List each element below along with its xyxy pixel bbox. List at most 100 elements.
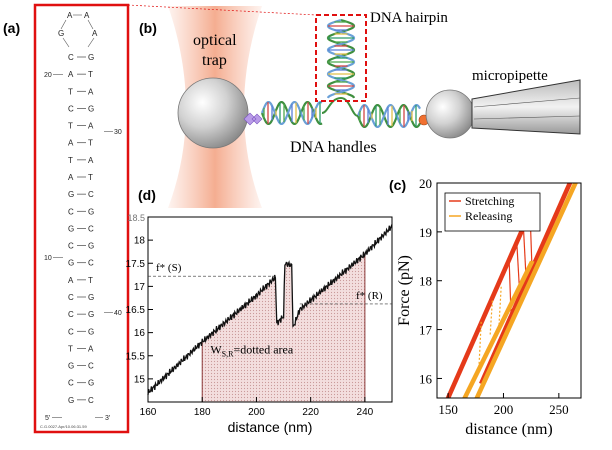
index-20: 20 — [44, 72, 52, 79]
y-axis-label: Force (pN) — [396, 255, 413, 326]
stem-base-left: C — [68, 53, 74, 62]
panel-label-d: (d) — [138, 187, 156, 203]
y-tick-label: 18 — [419, 274, 432, 289]
dna-backbone — [326, 18, 356, 99]
stem-base-right: A — [88, 344, 94, 353]
force-trace-line — [147, 224, 393, 395]
stem-base-left: G — [68, 259, 74, 268]
micropipette-label: micropipette — [472, 68, 548, 84]
y-tick-label: 19 — [419, 225, 432, 240]
optical-trap-label: optical — [193, 32, 237, 49]
x-tick-label: 200 — [494, 402, 514, 417]
stem-base-left: C — [68, 379, 74, 388]
y-tick-label: 20 — [419, 176, 432, 191]
stem-base-right: G — [88, 310, 94, 319]
stem-base-right: C — [88, 190, 94, 199]
legend-label: Releasing — [465, 209, 512, 223]
index-30: 30 — [114, 129, 122, 136]
y-tick-label: 17 — [134, 282, 146, 293]
stem-base-left: A — [68, 173, 74, 182]
stem-base-left: G — [68, 224, 74, 233]
series-line — [464, 260, 535, 398]
stem-base-right: G — [88, 379, 94, 388]
f-star-s-label: f* (S) — [156, 262, 182, 274]
series-rip — [498, 285, 502, 325]
dna-backbone — [326, 18, 356, 99]
hairpin-loop: A A G A — [58, 11, 98, 48]
legend-label: Stretching — [465, 194, 514, 208]
loop-base: A — [84, 11, 90, 20]
stem-base-right: G — [88, 242, 94, 251]
hairpin-indices: 20 30 10 40 5' 3' — [44, 72, 122, 422]
pipette-bead — [425, 89, 475, 139]
zoom-line — [127, 4, 317, 16]
x-tick-label: 240 — [357, 407, 374, 418]
optical-trap-label: trap — [202, 52, 227, 69]
x-axis-label: distance (nm) — [465, 421, 553, 438]
legend-box — [444, 192, 541, 232]
stem-base-left: G — [68, 362, 74, 371]
y-tick-label: 17.5 — [126, 259, 146, 270]
stem-base-right: C — [88, 396, 94, 405]
y-tick-label: 18 — [134, 236, 146, 247]
y-tick-label-partial: 18.5 — [127, 213, 145, 223]
chart-d: 160 180 200 220 240 15 15.5 16 16.5 17 17.5 18 18.5 d… — [126, 213, 393, 435]
stem-base-left: T — [68, 156, 73, 165]
stem-base-right: A — [88, 156, 94, 165]
loop-base: G — [58, 29, 64, 38]
stem-base-left: C — [68, 207, 74, 216]
series-releasing — [462, 183, 578, 398]
panel-label-c: (c) — [389, 177, 406, 193]
series-rip — [522, 226, 528, 291]
stem-base-left: T — [68, 122, 73, 131]
stem-base-right: T — [88, 276, 93, 285]
stem-base-right: G — [88, 293, 94, 302]
stem-base-right: C — [88, 224, 94, 233]
stem-base-left: A — [68, 139, 74, 148]
stem-base-left: G — [68, 190, 74, 199]
dna-handles — [260, 101, 421, 128]
stem-base-right: G — [88, 207, 94, 216]
dna-hairpin-label: DNA hairpin — [370, 10, 448, 26]
micropipette — [471, 79, 581, 135]
stem-base-right: C — [88, 259, 94, 268]
chart-c: 150 200 250 16 17 18 19 20 distance (nm) Force (p… — [396, 176, 582, 438]
x-tick-label: 220 — [302, 407, 319, 418]
purple-linker — [243, 112, 263, 126]
series-line — [448, 216, 531, 398]
series-rip — [478, 319, 482, 364]
dna-hairpin-strand — [321, 18, 359, 117]
series-rip — [489, 300, 493, 335]
trapped-bead — [177, 77, 249, 149]
x-tick-label: 160 — [140, 407, 157, 418]
stem-base-left: A — [68, 276, 74, 285]
y-tick-label: 16 — [134, 328, 146, 339]
stem-base-left: C — [68, 327, 74, 336]
stem-base-right: G — [88, 327, 94, 336]
stem-base-left: T — [68, 87, 73, 96]
work-area-suffix: =dotted area — [233, 342, 293, 356]
stem-base-right: T — [88, 139, 93, 148]
stem-base-right: T — [88, 173, 93, 182]
x-tick-label: 150 — [438, 402, 458, 417]
stem-base-left: A — [68, 70, 74, 79]
stem-base-right: C — [88, 362, 94, 371]
y-tick-label: 15 — [134, 374, 146, 385]
f-star-r-label: f* (R) — [356, 290, 383, 302]
dna-hairpin-junction — [321, 97, 359, 117]
y-tick-label: 15.5 — [126, 351, 146, 362]
y-tick-label: 17 — [419, 323, 433, 338]
stem-base-right: A — [88, 122, 94, 131]
x-tick-label: 180 — [194, 407, 211, 418]
five-prime-label: 5' — [45, 415, 50, 422]
hairpin-highlight-box — [315, 14, 367, 102]
x-tick-label: 200 — [248, 407, 265, 418]
y-tick-label: 16.5 — [126, 305, 146, 316]
loop-base: A — [92, 29, 98, 38]
three-prime-label: 3' — [105, 415, 110, 422]
index-40: 40 — [114, 310, 122, 317]
hairpin-sequence-box — [33, 3, 130, 434]
stem-base-right: G — [88, 104, 94, 113]
